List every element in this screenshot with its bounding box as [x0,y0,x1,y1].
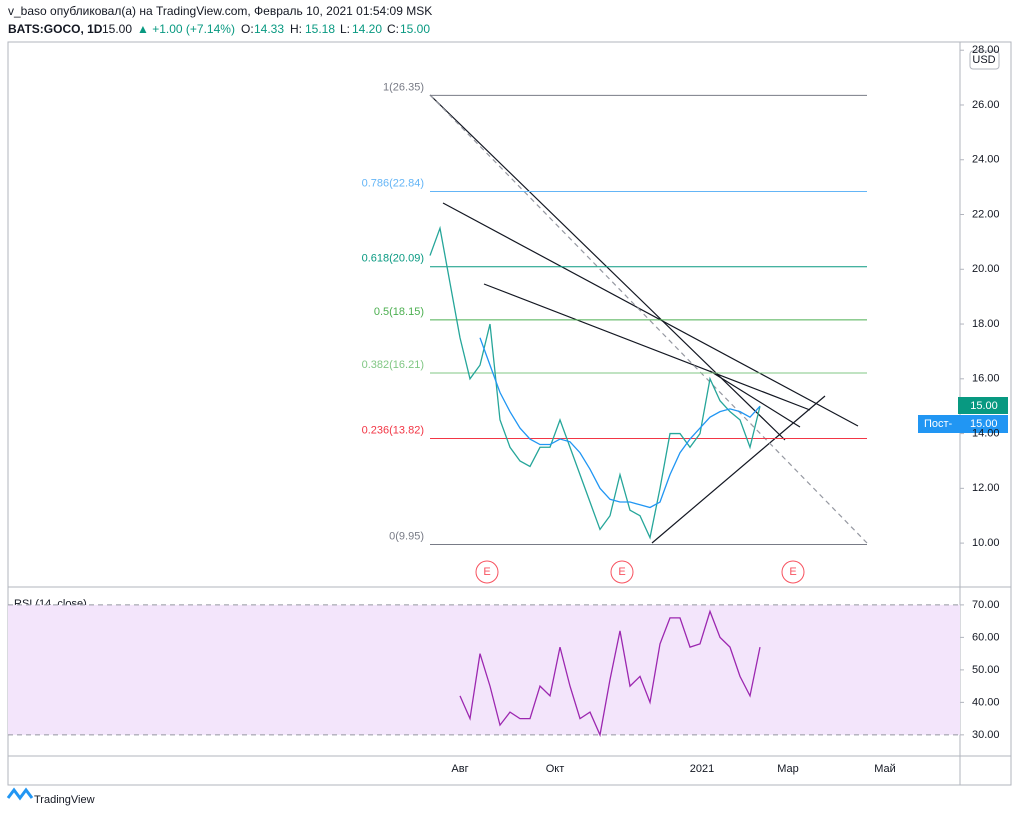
series-line [429,225,761,540]
c-label: C: [387,22,399,36]
x-tick-label: Окт [546,763,565,775]
y-tick-label: 18.00 [972,318,1000,330]
earnings-label: E [618,566,625,578]
brand: TradingView [34,794,95,806]
symbol: BATS:GOCO, 1D [8,22,103,36]
post-badge: Пост- [924,418,953,430]
earnings-label: E [789,566,796,578]
last: 15.00 [102,22,132,36]
y-tick-label: 24.00 [972,154,1000,166]
earnings-marker [475,560,499,584]
earnings-label: E [483,566,490,578]
currency-box[interactable] [969,50,1000,70]
h-label: H: [290,22,302,36]
y-tick-label: 10.00 [972,537,1000,549]
earnings-marker [610,560,634,584]
l: 14.20 [352,22,382,36]
y-tick-label: 30.00 [972,729,1000,741]
y-tick-label: 16.00 [972,373,1000,385]
y-tick-label: 60.00 [972,631,1000,643]
price-badge-bg [958,397,1008,414]
y-tick-label: 70.00 [972,599,1000,611]
y-tick-label: 12.00 [972,482,1000,494]
y-tick-label: 14.00 [972,427,1000,439]
post-badge-bg [918,415,1008,433]
price-badge: 15.00 [970,400,998,412]
frame [7,41,1012,786]
x-tick-label: Мар [777,763,799,775]
x-tick-label: Май [874,763,896,775]
y-tick-label: 28.00 [972,44,1000,56]
earnings-marker [781,560,805,584]
currency: USD [972,54,995,66]
y-tick-label: 22.00 [972,208,1000,220]
l-label: L: [340,22,350,36]
series-line [479,337,761,509]
fib-label: 0.618(20.09) [362,253,424,265]
fib-label: 0.786(22.84) [362,177,424,189]
y-tick-label: 40.00 [972,696,1000,708]
o: 14.33 [254,22,284,36]
x-tick-label: 2021 [690,763,714,775]
y-tick-label: 26.00 [972,99,1000,111]
change: ▲ +1.00 (+7.14%) [137,22,235,36]
publisher: v_baso опубликовал(а) на TradingView.com… [8,4,432,18]
fib-label: 0(9.95) [389,530,424,542]
y-tick-label: 50.00 [972,664,1000,676]
brand-logo [6,787,34,801]
o-label: O: [241,22,254,36]
x-tick-label: Авг [451,763,468,775]
y-tick-label: 20.00 [972,263,1000,275]
series-line [459,609,761,738]
fib-label: 1(26.35) [383,81,424,93]
fib-label: 0.5(18.15) [374,306,424,318]
fib-label: 0.236(13.82) [362,424,424,436]
h: 15.18 [305,22,335,36]
rsi-band [8,604,960,735]
post-value: 15.00 [970,418,998,430]
fib-label: 0.382(16.21) [362,359,424,371]
trend-lines [429,94,868,544]
c: 15.00 [400,22,430,36]
